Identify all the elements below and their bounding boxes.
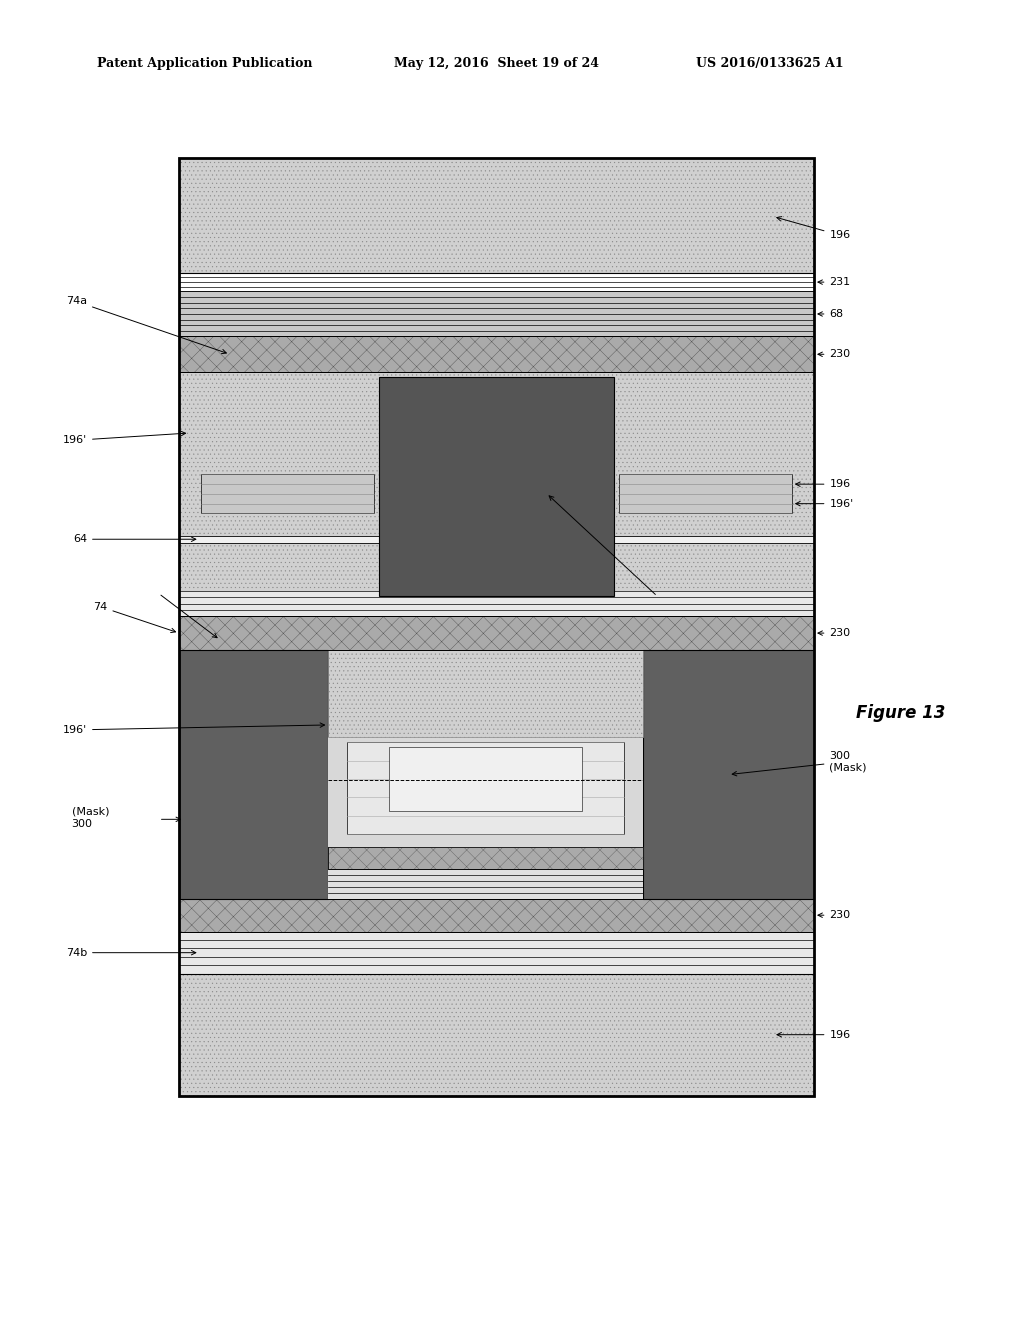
Bar xyxy=(179,158,814,273)
Bar xyxy=(179,536,379,543)
Text: 64: 64 xyxy=(73,535,196,544)
Bar xyxy=(179,337,814,372)
Bar xyxy=(179,615,814,651)
Bar xyxy=(179,974,814,1096)
Bar xyxy=(179,932,814,974)
Bar xyxy=(643,651,814,899)
Bar xyxy=(179,899,814,932)
Text: 196': 196' xyxy=(62,723,325,735)
Bar xyxy=(179,974,814,1096)
Text: 231: 231 xyxy=(818,277,851,288)
Bar xyxy=(179,372,814,615)
Bar xyxy=(389,747,583,812)
Text: May 12, 2016  Sheet 19 of 24: May 12, 2016 Sheet 19 of 24 xyxy=(394,57,599,70)
Bar xyxy=(347,742,624,834)
Text: (Mask): (Mask) xyxy=(72,807,110,817)
Bar xyxy=(179,273,814,292)
Text: 230: 230 xyxy=(818,628,851,638)
Bar xyxy=(179,651,329,899)
Bar xyxy=(179,372,814,615)
Text: 196: 196 xyxy=(796,479,851,490)
Bar xyxy=(179,158,814,273)
Bar xyxy=(329,738,643,846)
Text: 74: 74 xyxy=(93,602,175,632)
Bar xyxy=(179,615,814,651)
Text: 300: 300 xyxy=(72,820,93,829)
Bar xyxy=(179,899,814,932)
Text: US 2016/0133625 A1: US 2016/0133625 A1 xyxy=(696,57,844,70)
Text: Patent Application Publication: Patent Application Publication xyxy=(97,57,312,70)
Bar xyxy=(202,474,374,513)
Text: 196': 196' xyxy=(796,499,854,508)
Text: 68: 68 xyxy=(818,309,844,319)
Bar xyxy=(179,337,814,372)
Bar xyxy=(179,292,814,337)
Text: 230: 230 xyxy=(818,350,851,359)
Bar xyxy=(614,536,814,543)
Bar xyxy=(620,474,792,513)
Text: 230: 230 xyxy=(818,911,851,920)
Bar xyxy=(329,651,643,899)
Bar xyxy=(379,378,614,597)
Text: Figure 13: Figure 13 xyxy=(856,704,946,722)
Text: 196: 196 xyxy=(777,1030,851,1040)
Bar xyxy=(329,651,643,738)
Bar xyxy=(329,846,643,869)
Text: 74b: 74b xyxy=(66,948,196,958)
Bar xyxy=(329,846,643,869)
Text: 196': 196' xyxy=(62,432,185,445)
Text: 196: 196 xyxy=(777,216,851,240)
Text: 300
(Mask): 300 (Mask) xyxy=(732,751,867,776)
Bar xyxy=(179,591,814,615)
Text: 74a: 74a xyxy=(66,297,226,354)
Bar xyxy=(329,869,643,899)
Bar xyxy=(179,158,814,1096)
